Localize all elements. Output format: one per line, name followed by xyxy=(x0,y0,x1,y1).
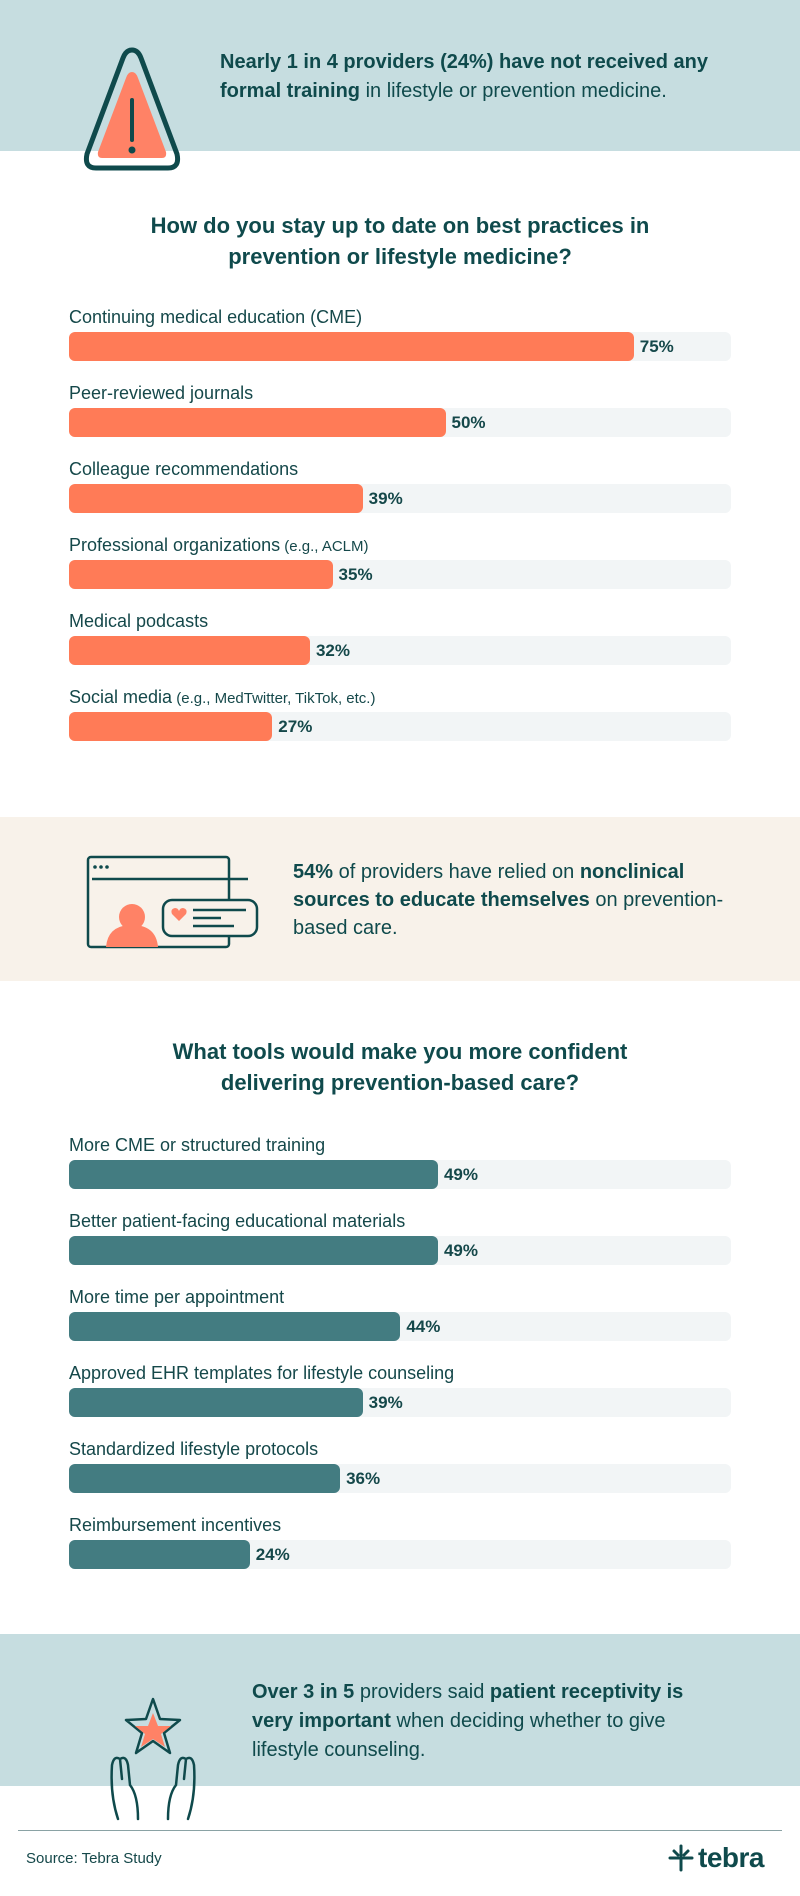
bar xyxy=(69,332,634,361)
callout-bold: Nearly 1 in 4 providers (24%) have not r… xyxy=(220,51,708,102)
bar-label: Continuing medical education (CME) xyxy=(69,306,731,328)
hands-star-icon xyxy=(110,1697,196,1821)
bar-value-label: 49% xyxy=(443,1165,478,1184)
bar-label-text: Better patient-facing educational materi… xyxy=(69,1211,406,1231)
bar-label-text: Approved EHR templates for lifestyle cou… xyxy=(69,1363,455,1383)
bar xyxy=(69,1388,363,1417)
bar-row: Approved EHR templates for lifestyle cou… xyxy=(69,1362,731,1438)
bar-row: Better patient-facing educational materi… xyxy=(69,1210,731,1286)
logo-text: tebra xyxy=(698,1842,764,1873)
bar-row: Medical podcasts 32% xyxy=(69,610,731,686)
browser-profile-chat-icon xyxy=(86,855,259,949)
bar xyxy=(69,1160,438,1189)
footer-divider xyxy=(18,1830,782,1831)
bar xyxy=(69,712,273,741)
bar-value-label: 39% xyxy=(368,489,403,508)
bar-label: More time per appointment xyxy=(69,1286,731,1308)
bar-label-note: (e.g., MedTwitter, TikTok, etc.) xyxy=(172,690,376,707)
bar-value-label: 39% xyxy=(368,1393,403,1412)
bar-label: Colleague recommendations xyxy=(69,458,731,480)
bar-label: More CME or structured training xyxy=(69,1134,731,1156)
bar xyxy=(69,1236,438,1265)
bar-label-text: Peer-reviewed journals xyxy=(69,383,254,403)
bar-value-label: 49% xyxy=(443,1241,478,1260)
bar-row: More time per appointment 44% xyxy=(69,1286,731,1362)
chart-2-title: What tools would make you more confident… xyxy=(0,1036,800,1098)
middle-callout-band xyxy=(0,817,800,981)
callout-bold: nonclinical sources to educate themselve… xyxy=(293,861,685,911)
bar-row: Reimbursement incentives 24% xyxy=(69,1514,731,1590)
bar-value-label: 50% xyxy=(451,413,486,432)
bar-label-text: Medical podcasts xyxy=(69,611,209,631)
bar-label-text: Professional organizations xyxy=(69,535,281,555)
bar-label-text: Social media xyxy=(69,687,173,707)
bar-label: Professional organizations (e.g., ACLM) xyxy=(69,534,731,556)
callout-text: on prevention-based care. xyxy=(293,889,724,939)
bar-value-label: 36% xyxy=(346,1469,381,1488)
bar-row: Colleague recommendations 39% xyxy=(69,458,731,534)
tebra-logo-icon xyxy=(668,1844,694,1872)
bar xyxy=(69,408,446,437)
bottom-callout-band xyxy=(0,1634,800,1786)
bar xyxy=(69,1540,250,1569)
bar xyxy=(69,560,333,589)
callout-text: in lifestyle or prevention medicine. xyxy=(360,80,667,102)
chart-2-title-text: What tools would make you more confident… xyxy=(172,1039,628,1095)
bar-label: Peer-reviewed journals xyxy=(69,382,731,404)
bar-label-text: More time per appointment xyxy=(69,1287,285,1307)
bar-row: Professional organizations (e.g., ACLM) 3… xyxy=(69,534,731,610)
bar-label-text: Standardized lifestyle protocols xyxy=(69,1439,319,1459)
bar-label: Medical podcasts xyxy=(69,610,731,632)
bar-row: Standardized lifestyle protocols 36% xyxy=(69,1438,731,1514)
callout-bold: Over 3 in 5 xyxy=(252,1681,355,1703)
middle-callout-text: 54% of providers have relied on nonclini… xyxy=(293,858,763,942)
bar-value-label: 24% xyxy=(255,1545,290,1564)
bar xyxy=(69,1464,341,1493)
bar xyxy=(69,1312,401,1341)
bar-row: Peer-reviewed journals 50% xyxy=(69,382,731,458)
bar xyxy=(69,636,310,665)
bar-label-text: Continuing medical education (CME) xyxy=(69,307,363,327)
chart-1: Continuing medical education (CME) 75% Pee… xyxy=(69,306,731,762)
tebra-logo: tebra xyxy=(668,1842,764,1874)
callout-text: of providers have relied on xyxy=(333,861,580,883)
bar-label: Better patient-facing educational materi… xyxy=(69,1210,731,1232)
top-callout-text: Nearly 1 in 4 providers (24%) have not r… xyxy=(220,48,740,106)
source-text: Source: Tebra Study xyxy=(26,1850,162,1867)
warning-triangle-icon xyxy=(83,47,181,171)
bar-value-label: 32% xyxy=(315,641,350,660)
bar-value-label: 35% xyxy=(338,565,373,584)
bar-label: Approved EHR templates for lifestyle cou… xyxy=(69,1362,731,1384)
bar-label-text: More CME or structured training xyxy=(69,1135,326,1155)
callout-bold: patient receptivity is very important xyxy=(252,1681,684,1732)
bar-label: Social media (e.g., MedTwitter, TikTok, … xyxy=(69,686,731,708)
bar-row: Continuing medical education (CME) 75% xyxy=(69,306,731,382)
chart-1-title-text: How do you stay up to date on best pract… xyxy=(150,213,650,269)
chart-2: More CME or structured training 49% Better… xyxy=(69,1134,731,1590)
bar-value-label: 75% xyxy=(639,337,674,356)
bar-label-text: Colleague recommendations xyxy=(69,459,299,479)
bar-label-text: Reimbursement incentives xyxy=(69,1515,282,1535)
bar-label: Reimbursement incentives xyxy=(69,1514,731,1536)
bar-label: Standardized lifestyle protocols xyxy=(69,1438,731,1460)
callout-text: providers said xyxy=(354,1681,490,1703)
bar-label-note: (e.g., ACLM) xyxy=(280,538,369,555)
bar xyxy=(69,484,363,513)
chart-1-title: How do you stay up to date on best pract… xyxy=(0,210,800,272)
callout-text: when deciding whether to give lifestyle … xyxy=(252,1710,666,1761)
callout-bold: 54% xyxy=(293,861,334,883)
bar-row: Social media (e.g., MedTwitter, TikTok, … xyxy=(69,686,731,762)
bar-row: More CME or structured training 49% xyxy=(69,1134,731,1210)
bar-value-label: 27% xyxy=(278,717,313,736)
bar-value-label: 44% xyxy=(406,1317,441,1336)
bottom-callout-text: Over 3 in 5 providers said patient recep… xyxy=(252,1678,712,1765)
